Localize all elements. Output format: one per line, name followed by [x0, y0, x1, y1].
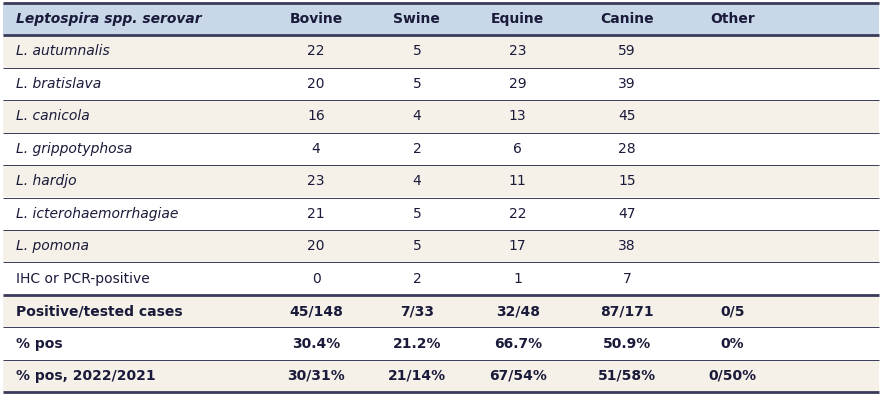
Text: 4: 4: [311, 142, 320, 156]
Text: 16: 16: [307, 109, 325, 123]
Text: 6: 6: [513, 142, 522, 156]
Text: 28: 28: [618, 142, 636, 156]
Text: 0/5: 0/5: [721, 304, 744, 318]
Text: 20: 20: [307, 239, 325, 253]
Text: 4: 4: [413, 174, 422, 188]
Bar: [3, 198, 879, 230]
Text: 21: 21: [307, 207, 325, 221]
Text: 45/148: 45/148: [289, 304, 343, 318]
Text: Equine: Equine: [491, 12, 544, 26]
Text: Leptospira spp. serovar: Leptospira spp. serovar: [16, 12, 202, 26]
Text: 11: 11: [509, 174, 527, 188]
Text: 17: 17: [509, 239, 527, 253]
Bar: [3, 133, 879, 165]
Text: % pos, 2022/2021: % pos, 2022/2021: [16, 369, 155, 383]
Text: 7: 7: [623, 272, 632, 286]
Text: 2: 2: [413, 272, 422, 286]
Bar: [3, 262, 879, 295]
Text: 29: 29: [509, 77, 527, 91]
Text: 5: 5: [413, 77, 422, 91]
Text: 15: 15: [618, 174, 636, 188]
Text: 32/48: 32/48: [496, 304, 540, 318]
Bar: [3, 295, 879, 327]
Text: Canine: Canine: [601, 12, 654, 26]
Text: 4: 4: [413, 109, 422, 123]
Text: L. icterohaemorrhagiae: L. icterohaemorrhagiae: [16, 207, 178, 221]
Text: IHC or PCR-positive: IHC or PCR-positive: [16, 272, 150, 286]
Text: L. pomona: L. pomona: [16, 239, 89, 253]
Text: Swine: Swine: [393, 12, 440, 26]
Bar: [3, 100, 879, 133]
Bar: [3, 360, 879, 392]
Text: L. grippotyphosa: L. grippotyphosa: [16, 142, 132, 156]
Text: 2: 2: [413, 142, 422, 156]
Bar: [3, 165, 879, 198]
Text: 39: 39: [618, 77, 636, 91]
Text: 20: 20: [307, 77, 325, 91]
Text: 23: 23: [509, 45, 527, 58]
Text: 59: 59: [618, 45, 636, 58]
Text: 22: 22: [307, 45, 325, 58]
Text: 7/33: 7/33: [400, 304, 434, 318]
Text: L. canicola: L. canicola: [16, 109, 90, 123]
Text: % pos: % pos: [16, 337, 63, 350]
Bar: [3, 230, 879, 262]
Text: Other: Other: [710, 12, 755, 26]
Text: 47: 47: [618, 207, 636, 221]
Text: 87/171: 87/171: [601, 304, 654, 318]
Text: Bovine: Bovine: [289, 12, 343, 26]
Text: 66.7%: 66.7%: [494, 337, 542, 350]
Bar: [3, 3, 879, 35]
Bar: [3, 327, 879, 360]
Text: 21/14%: 21/14%: [388, 369, 446, 383]
Text: 0/50%: 0/50%: [708, 369, 757, 383]
Text: 5: 5: [413, 207, 422, 221]
Text: 38: 38: [618, 239, 636, 253]
Text: 30.4%: 30.4%: [292, 337, 340, 350]
Text: 5: 5: [413, 45, 422, 58]
Text: L. hardjo: L. hardjo: [16, 174, 77, 188]
Bar: [3, 35, 879, 68]
Text: 21.2%: 21.2%: [392, 337, 441, 350]
Text: 51/58%: 51/58%: [598, 369, 656, 383]
Text: 22: 22: [509, 207, 527, 221]
Text: 5: 5: [413, 239, 422, 253]
Text: 45: 45: [618, 109, 636, 123]
Text: 13: 13: [509, 109, 527, 123]
Text: 30/31%: 30/31%: [288, 369, 345, 383]
Text: 23: 23: [307, 174, 325, 188]
Text: L. bratislava: L. bratislava: [16, 77, 101, 91]
Bar: [3, 68, 879, 100]
Text: 1: 1: [513, 272, 522, 286]
Text: 67/54%: 67/54%: [489, 369, 547, 383]
Text: 0: 0: [311, 272, 320, 286]
Text: 0%: 0%: [721, 337, 744, 350]
Text: L. autumnalis: L. autumnalis: [16, 45, 109, 58]
Text: 50.9%: 50.9%: [603, 337, 652, 350]
Text: Positive/tested cases: Positive/tested cases: [16, 304, 183, 318]
